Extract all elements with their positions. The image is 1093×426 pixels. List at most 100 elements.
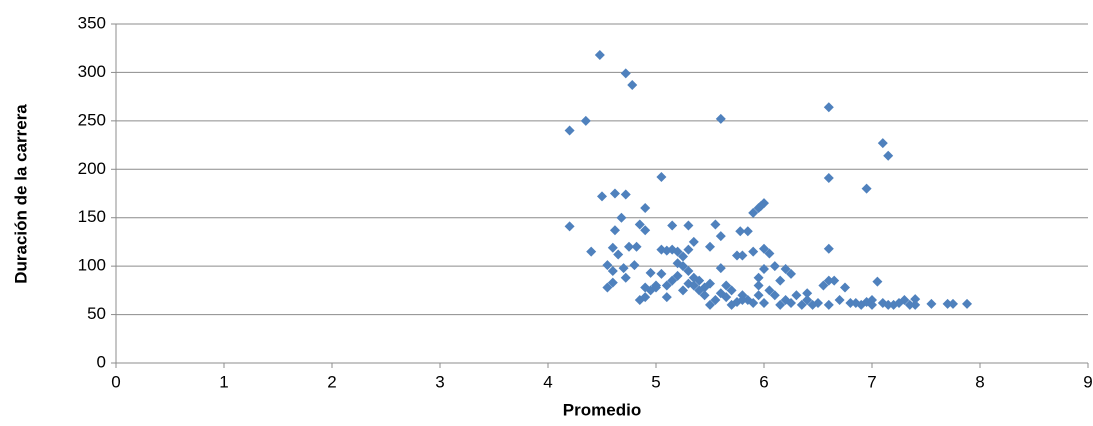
scatter-point — [656, 172, 667, 183]
x-tick-label: 2 — [327, 372, 336, 391]
scatter-point — [631, 241, 642, 252]
scatter-point — [769, 261, 780, 272]
scatter-point — [640, 225, 651, 236]
scatter-point — [688, 272, 699, 283]
scatter-point — [769, 290, 780, 301]
scatter-point — [627, 80, 638, 91]
scatter-point — [640, 282, 651, 293]
scatter-point — [580, 115, 591, 126]
scatter-point — [829, 275, 840, 286]
scatter-point — [791, 290, 802, 301]
scatter-point — [624, 241, 634, 252]
scatter-point — [759, 264, 769, 275]
scatter-point — [877, 138, 888, 149]
scatter-point — [823, 299, 834, 310]
x-tick-label: 4 — [543, 372, 552, 391]
scatter-point — [645, 267, 656, 278]
scatter-point — [948, 298, 958, 309]
scatter-point — [818, 280, 829, 291]
scatter-point — [629, 260, 640, 271]
scatter-point — [834, 295, 845, 306]
scatter-point — [759, 243, 769, 254]
scatter-point — [883, 299, 894, 310]
y-tick-label: 300 — [78, 62, 106, 81]
scatter-point — [594, 49, 605, 60]
scatter-point — [678, 251, 688, 262]
scatter-point — [802, 295, 813, 306]
scatter-point — [775, 275, 786, 286]
scatter-point — [620, 189, 631, 200]
scatter-point — [850, 297, 861, 308]
scatter-point — [861, 296, 872, 307]
scatter-point — [753, 272, 764, 283]
scatter-point — [602, 260, 613, 271]
scatter-point — [883, 150, 894, 161]
scatter-point — [688, 280, 699, 291]
scatter-point — [672, 270, 683, 281]
scatter-point — [780, 264, 791, 275]
scatter-point — [823, 102, 834, 113]
scatter-point — [564, 221, 575, 232]
scatter-point — [634, 219, 645, 230]
scatter-point — [715, 113, 726, 124]
scatter-point — [705, 278, 715, 289]
scatter-point — [683, 265, 694, 276]
scatter-point — [735, 226, 746, 237]
scatter-point — [715, 263, 726, 274]
scatter-point — [678, 285, 688, 296]
scatter-point — [699, 290, 710, 301]
scatter-point — [564, 125, 575, 136]
y-tick-label: 0 — [97, 352, 106, 371]
scatter-point — [607, 242, 618, 253]
scatter-point — [661, 292, 672, 303]
scatter-point — [640, 203, 651, 214]
y-tick-label: 50 — [87, 304, 106, 323]
scatter-point — [607, 277, 618, 288]
x-tick-label: 1 — [219, 372, 228, 391]
scatter-point — [823, 243, 834, 254]
y-tick-label: 250 — [78, 110, 106, 129]
scatter-point — [607, 265, 618, 276]
scatter-point — [748, 297, 759, 308]
scatter-point — [688, 236, 699, 247]
scatter-point — [759, 297, 769, 308]
scatter-point — [807, 299, 818, 310]
scatter-point — [683, 220, 694, 231]
scatter-point — [910, 299, 921, 310]
scatter-point — [656, 268, 667, 279]
y-tick-label: 200 — [78, 159, 106, 178]
x-tick-label: 9 — [1083, 372, 1092, 391]
y-tick-label: 100 — [78, 256, 106, 275]
y-tick-label: 350 — [78, 13, 106, 32]
scatter-point — [705, 241, 715, 252]
scatter-point — [726, 285, 737, 296]
scatter-point — [823, 173, 834, 184]
scatter-point — [748, 246, 759, 257]
x-tick-label: 0 — [111, 372, 120, 391]
scatter-point — [753, 280, 764, 291]
scatter-point — [904, 299, 915, 310]
x-axis-title: Promedio — [563, 400, 641, 419]
scatter-point — [609, 188, 620, 199]
scatter-point — [796, 299, 807, 310]
scatter-point — [672, 246, 683, 257]
scatter-point — [942, 298, 953, 309]
scatter-point — [726, 299, 737, 310]
scatter-point — [802, 288, 813, 299]
x-tick-label: 3 — [435, 372, 444, 391]
scatter-point — [737, 250, 748, 261]
scatter-point — [910, 294, 921, 305]
scatter-point — [602, 282, 613, 293]
scatter-point — [661, 280, 672, 291]
scatter-point — [667, 220, 678, 231]
scatter-point — [586, 246, 597, 257]
scatter-point — [732, 250, 742, 261]
y-tick-label: 150 — [78, 207, 106, 226]
scatter-point — [715, 288, 726, 299]
scatter-point — [823, 275, 834, 286]
scatter-point — [786, 268, 796, 279]
scatter-point — [845, 297, 856, 308]
scatter-point — [764, 248, 775, 259]
scatter-point — [753, 290, 764, 301]
